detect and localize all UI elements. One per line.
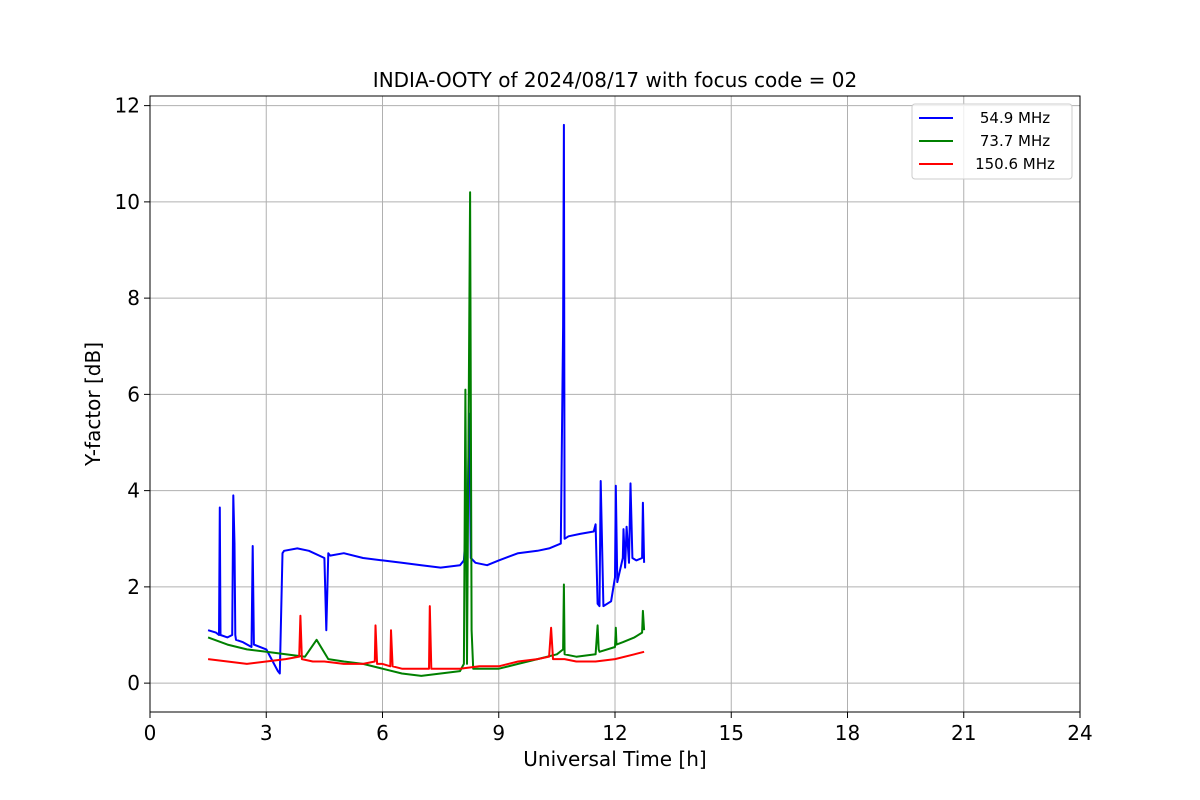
y-tick-label: 12 — [115, 94, 140, 118]
legend-box — [911, 103, 1073, 180]
x-tick-label: 24 — [1067, 721, 1092, 745]
y-axis-label: Y-factor [dB] — [81, 342, 105, 467]
y-tick-label: 8 — [127, 286, 140, 310]
x-tick-label: 15 — [719, 721, 744, 745]
legend-label-3: 150.6 MHz — [975, 155, 1055, 173]
chart-title: INDIA-OOTY of 2024/08/17 with focus code… — [373, 68, 857, 92]
legend: 54.9 MHz 73.7 MHz 150.6 MHz — [911, 103, 1073, 180]
series-line-3 — [207, 605, 645, 670]
x-tick-label: 12 — [602, 721, 627, 745]
x-tick-label: 21 — [951, 721, 976, 745]
x-tick-label: 3 — [260, 721, 273, 745]
series-layer — [207, 123, 646, 677]
x-tick-label: 6 — [376, 721, 389, 745]
x-tick-label: 0 — [144, 721, 157, 745]
legend-label-2: 73.7 MHz — [980, 132, 1050, 150]
y-tick-label: 6 — [127, 382, 140, 406]
x-axis-label: Universal Time [h] — [523, 747, 706, 771]
series-line-2 — [207, 191, 646, 677]
y-tick-label: 10 — [115, 190, 140, 214]
y-tick-label: 2 — [127, 575, 140, 599]
x-tick-label: 18 — [835, 721, 860, 745]
y-tick-label: 0 — [127, 671, 140, 695]
legend-label-1: 54.9 MHz — [980, 109, 1050, 127]
y-tick-label: 4 — [127, 479, 140, 503]
x-tick-label: 9 — [492, 721, 505, 745]
